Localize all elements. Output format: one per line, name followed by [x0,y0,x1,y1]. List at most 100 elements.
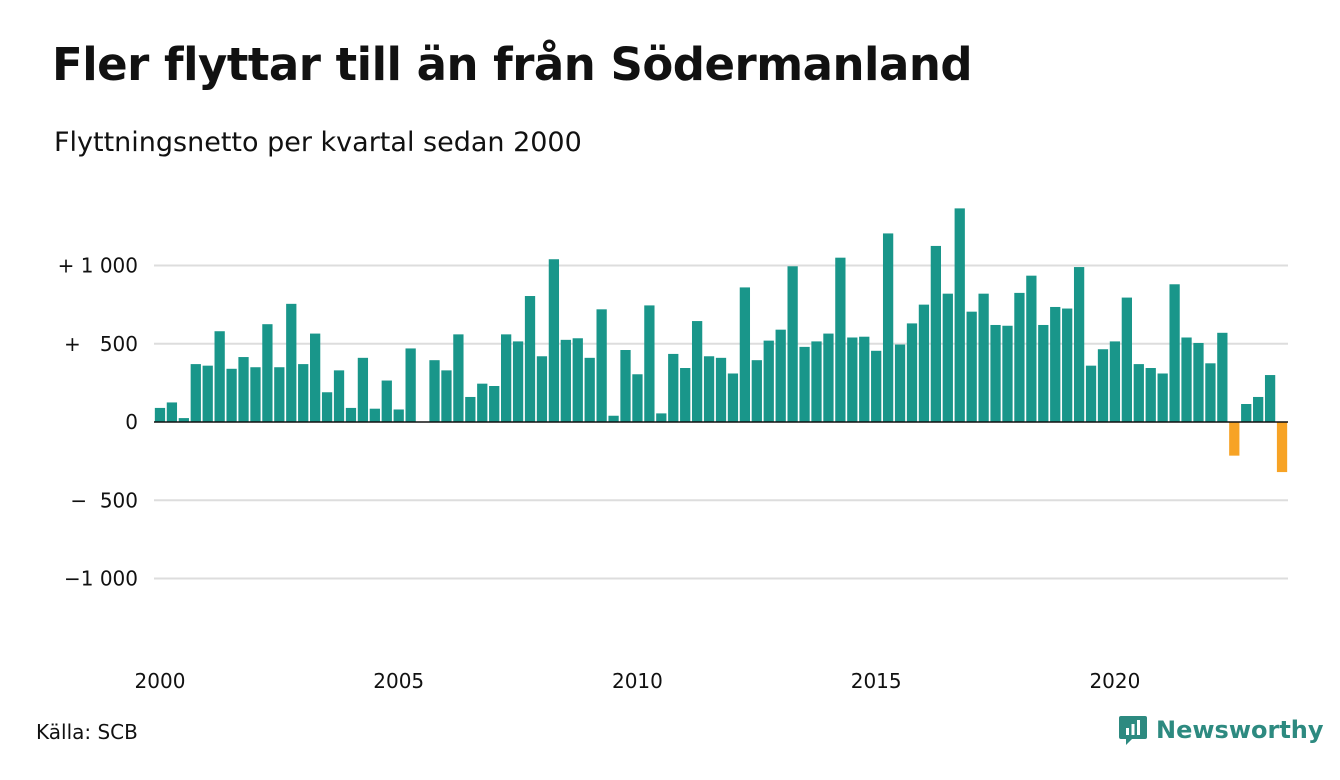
bar [1241,404,1252,422]
chart-title: Fler flyttar till än från Södermanland [52,38,973,91]
brand-name: Newsworthy [1156,716,1324,744]
bar [453,334,464,422]
bar [405,348,416,422]
bar [1073,267,1085,422]
bar [608,415,619,422]
bar [214,331,225,422]
x-tick-label: 2020 [1089,669,1140,693]
bar [310,333,321,422]
bars [154,208,1288,473]
bar [274,367,285,422]
bar [441,370,452,423]
bar [584,357,595,422]
bar [1002,325,1013,422]
bar [357,357,369,422]
bar [1181,337,1192,422]
bar [560,339,571,422]
bar [835,257,846,422]
bar [393,409,404,422]
bar [298,364,309,423]
bar [1193,342,1204,422]
bar [715,357,727,422]
bar [345,407,357,423]
x-tick-label: 2015 [851,669,902,693]
bar [620,350,631,422]
bar [763,340,774,422]
bar [489,386,500,422]
bar [1050,306,1061,422]
y-tick-label: + 500 [64,332,138,356]
bar [226,368,237,422]
bar [1205,363,1216,422]
bar [1157,373,1168,423]
bar [166,402,178,422]
bar [691,321,703,422]
bar [190,364,201,423]
bar [680,368,691,422]
bar [178,418,189,422]
newsworthy-logo-icon [1119,716,1147,745]
bar [847,337,858,422]
bar [596,309,607,422]
bar [501,334,512,422]
bar [1264,375,1276,422]
y-tick-label: + 1 000 [58,254,138,278]
bar [238,357,249,422]
bar [703,356,715,422]
brand-logo[interactable]: Newsworthy [1118,714,1324,746]
bar [1026,275,1037,422]
bar [990,324,1001,422]
bar [321,392,333,422]
y-tick-label: − 500 [70,488,138,512]
bar [751,360,762,422]
bar [250,367,261,422]
bar [1062,308,1073,422]
bar [739,287,751,422]
y-tick-label: 0 [125,410,138,434]
bar [1085,365,1097,422]
bar [644,305,655,422]
y-axis-labels: + 1 000 + 500 0 − 500 −1 000 [58,254,138,591]
bar [524,296,536,422]
x-axis-labels: 2000 2005 2010 2015 2020 [135,669,1141,693]
bar [1145,368,1156,422]
bar [632,374,643,422]
chart-subtitle: Flyttningsnetto per kvartal sedan 2000 [54,127,582,158]
bar [154,407,166,423]
bar [942,293,953,422]
bar [1276,422,1288,473]
bar [572,338,583,422]
x-tick-label: 2005 [373,669,424,693]
bar [1121,297,1132,422]
bar [1217,332,1228,422]
bar [1097,349,1109,422]
bar [894,344,906,422]
bar [823,333,834,422]
bar [477,383,488,422]
x-tick-label: 2010 [612,669,663,693]
bar [871,350,882,422]
bar [1253,396,1264,422]
bar [333,370,345,423]
source-note: Källa: SCB [36,720,138,744]
bar [668,353,679,422]
bar [799,346,810,422]
bar [1109,341,1121,422]
bar [1038,324,1049,422]
bar [787,266,798,422]
gridlines [154,264,1288,580]
bar [1133,364,1144,423]
bar [954,208,965,422]
bar [775,329,786,422]
bar [930,245,941,422]
bar [966,311,977,422]
bar [906,323,918,422]
bar [286,303,297,422]
bar [536,356,548,422]
y-tick-label: −1 000 [64,567,138,591]
bar [918,304,930,423]
bar [262,324,273,422]
bar [656,413,667,422]
bar [1229,422,1240,456]
